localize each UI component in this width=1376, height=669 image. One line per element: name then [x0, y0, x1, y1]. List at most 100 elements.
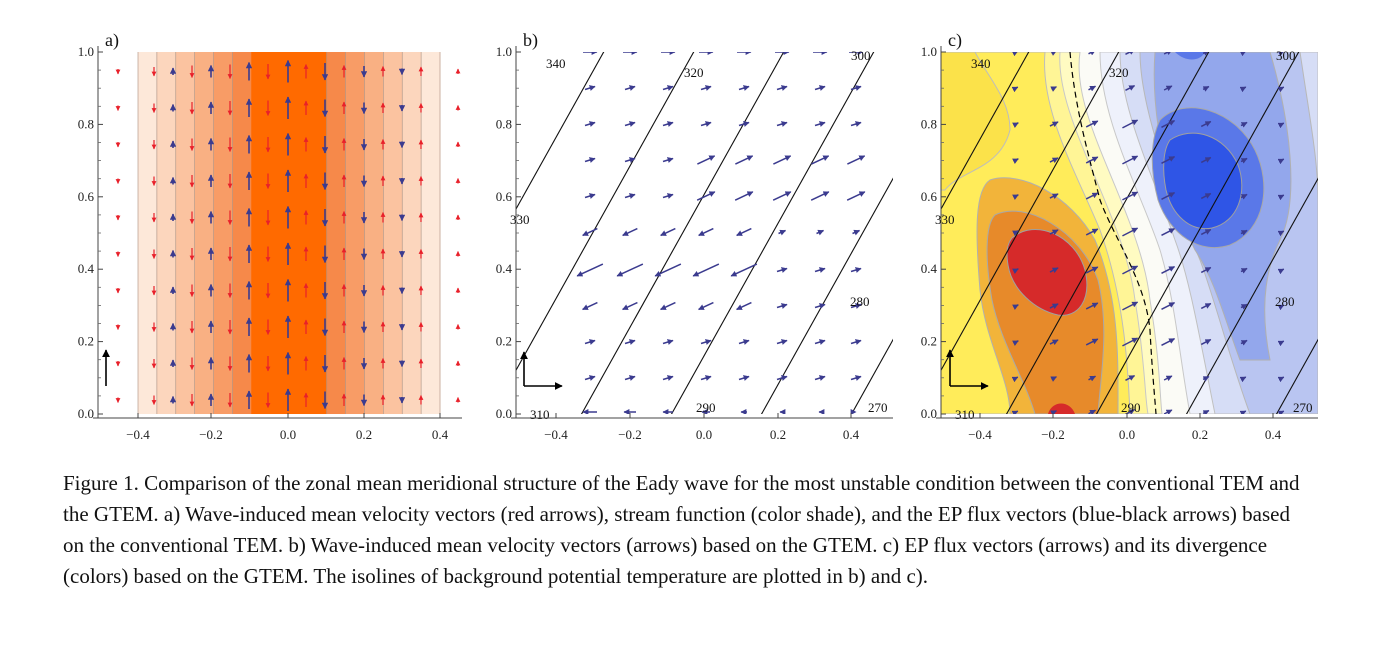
gtem-ep-flux-arrow [1088, 409, 1097, 414]
gtem-ep-flux-arrow [1012, 122, 1019, 128]
gtem-ep-flux-arrow [1011, 410, 1019, 414]
gtem-ep-flux-arrow [1161, 228, 1176, 236]
gtem-velocity-arrow [814, 375, 826, 381]
potential-temperature-isoline [1095, 52, 1300, 414]
gtem-ep-flux-arrow [1239, 410, 1247, 414]
gtem-velocity-arrow [700, 375, 712, 381]
potential-temperature-isoline [850, 338, 893, 414]
gtem-ep-flux-arrow [1049, 193, 1059, 200]
gtem-velocity-arrow [584, 121, 596, 127]
x-tick-label: 0.4 [1265, 427, 1282, 442]
gtem-velocity-arrow [852, 229, 861, 236]
gtem-ep-flux-arrow [1202, 409, 1210, 414]
gtem-velocity-arrow [584, 339, 596, 345]
gtem-ep-flux-arrow [1240, 193, 1248, 200]
gtem-velocity-arrow [738, 375, 750, 381]
gtem-ep-flux-arrow [1277, 86, 1285, 93]
gtem-velocity-arrow [662, 375, 674, 381]
figure-caption: Figure 1. Comparison of the zonal mean m… [63, 471, 1300, 588]
gtem-ep-flux-arrow [1049, 229, 1059, 236]
isoline-label: 300 [851, 48, 871, 63]
gtem-ep-flux-arrow [1240, 339, 1248, 346]
gtem-ep-flux-arrow [1277, 304, 1285, 311]
x-tick-label: −0.2 [199, 427, 223, 442]
panel-b-arrows [576, 52, 866, 414]
gtem-velocity-arrow [622, 301, 638, 311]
gtem-ep-flux-arrow [1277, 410, 1285, 414]
potential-temperature-isoline [1185, 177, 1318, 414]
gtem-ep-flux-arrow [1011, 86, 1019, 93]
gtem-ep-flux-arrow [1277, 376, 1285, 383]
gtem-ep-flux-arrow [1200, 192, 1212, 200]
gtem-velocity-arrow [616, 263, 644, 277]
gtem-ep-flux-arrow [1161, 156, 1176, 164]
stream-function-band [421, 52, 441, 414]
gtem-ep-flux-arrow [1125, 52, 1136, 55]
gtem-velocity-arrow [584, 375, 596, 381]
potential-temperature-isoline [1275, 338, 1318, 414]
gtem-ep-flux-arrow [1200, 228, 1212, 236]
x-tick-label: 0.2 [356, 427, 372, 442]
gtem-velocity-arrow [776, 121, 788, 127]
y-tick-label: 0.0 [496, 406, 512, 421]
isoline-label: 290 [1121, 400, 1141, 415]
gtem-ep-flux-arrow [1240, 157, 1248, 164]
gtem-ep-flux-arrow [1277, 52, 1285, 57]
y-tick-label: 0.0 [78, 406, 94, 421]
y-tick-label: 0.6 [921, 189, 938, 204]
gtem-ep-flux-arrow [1049, 303, 1059, 310]
gtem-ep-flux-arrow [1049, 339, 1059, 346]
gtem-velocity-arrow [850, 267, 862, 273]
gtem-ep-flux-arrow [1239, 52, 1247, 57]
x-tick-label: −0.4 [968, 427, 992, 442]
isoline-label: 330 [510, 212, 530, 227]
gtem-velocity-arrow [700, 339, 712, 345]
gtem-velocity-arrow [816, 229, 825, 236]
stream-function-band [213, 52, 233, 414]
gtem-ep-flux-arrow [1125, 375, 1136, 381]
y-tick-label: 0.6 [496, 189, 513, 204]
isoline-label: 270 [1293, 400, 1313, 415]
gtem-ep-flux-arrow [1011, 376, 1019, 383]
gtem-ep-flux-arrow [1122, 155, 1139, 165]
gtem-ep-flux-arrow [1085, 302, 1099, 310]
gtem-velocity-arrow [624, 157, 636, 163]
y-tick-label: 0.4 [78, 261, 95, 276]
gtem-velocity-arrow [738, 339, 750, 345]
stream-function-band [402, 52, 422, 414]
gtem-velocity-arrow [738, 85, 750, 91]
isoline-label: 280 [1275, 294, 1295, 309]
panel-c: 340 320 300 330 280 310 290 270 0.0 0.2 0.4 0.6 0.8… [921, 12, 1376, 442]
gtem-velocity-arrow [846, 191, 866, 201]
isoline-label: 320 [684, 65, 704, 80]
gtem-velocity-arrow [776, 267, 788, 273]
gtem-ep-flux-arrow [1161, 192, 1176, 200]
y-tick-label: 0.4 [496, 261, 513, 276]
gtem-velocity-arrow [576, 263, 604, 277]
gtem-velocity-arrow [584, 157, 596, 163]
gtem-ep-flux-arrow [1050, 376, 1057, 382]
potential-temperature-isoline [941, 52, 1030, 211]
gtem-velocity-arrow [624, 339, 636, 345]
stream-function-band [383, 52, 403, 414]
panel-b-reference-arrows [520, 351, 563, 390]
x-tick-label: −0.2 [618, 427, 642, 442]
gtem-ep-flux-arrow [1163, 375, 1173, 382]
panel-a-letter: a) [105, 30, 119, 51]
y-tick-label: 1.0 [78, 44, 94, 59]
x-tick-label: 0.0 [696, 427, 712, 442]
isoline-label: 280 [850, 294, 870, 309]
potential-temperature-isoline [1361, 12, 1376, 424]
gtem-velocity-arrow [698, 301, 714, 311]
gtem-velocity-arrow [660, 301, 676, 311]
gtem-velocity-arrow [698, 227, 714, 237]
panel-c-arrows [1011, 52, 1285, 414]
gtem-ep-flux-arrow [1085, 120, 1099, 128]
gtem-velocity-arrow [850, 375, 862, 381]
panel-c-axes: 0.0 0.2 0.4 0.6 0.8 1.0 −0.4 −0.2 0.0 0.2 0.4 [921, 44, 1318, 442]
gtem-ep-flux-arrow [1277, 268, 1285, 275]
gtem-velocity-arrow [662, 193, 674, 199]
x-tick-label: −0.4 [126, 427, 150, 442]
gtem-velocity-arrow [662, 157, 674, 163]
potential-temperature-isoline [1005, 52, 1210, 414]
